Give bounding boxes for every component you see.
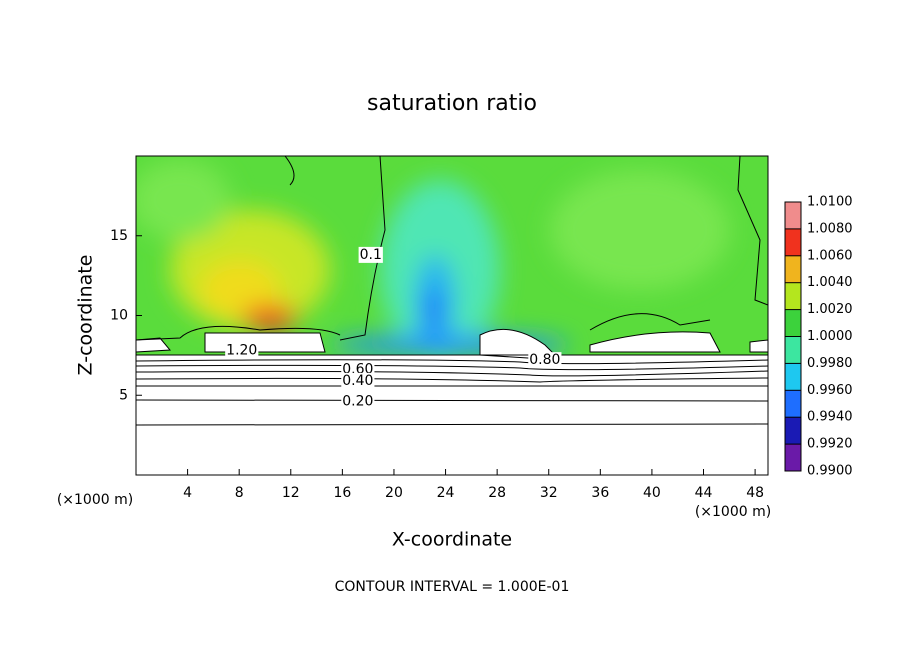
contour-label-bg [225,342,259,359]
colorbar-segment [785,228,801,256]
x-tick-label: 40 [643,485,661,501]
x-tick-label: 32 [540,485,558,501]
colorbar-label: 1.0000 [807,329,853,344]
colorbar-segment [785,282,801,310]
x-tick-label: 44 [695,485,713,501]
contour-label: 1.20 [226,343,257,359]
colorbar-label: 1.0060 [807,248,853,263]
y-tick-label: 5 [119,387,128,403]
contour-label-bg [358,246,383,263]
colorbar-label: 0.9980 [807,356,853,371]
colorbar-segment [785,309,801,337]
y-tick-label: 15 [110,228,128,244]
contour-label: 0.20 [342,394,373,410]
colorbar-label: 0.9960 [807,383,853,398]
footer: CONTOUR INTERVAL = 1.000E-01 [335,579,570,595]
colorbar-label: 1.0020 [807,302,853,317]
colorbar-label: 0.9900 [807,464,853,479]
x-tick-label: 48 [746,485,764,501]
colorbar-segment [785,444,801,471]
contour-label: 0.80 [529,352,560,368]
y-axis-label: Z-coordinate [75,255,97,376]
x-tick-label: 28 [488,485,506,501]
contour-label-bg [341,372,375,389]
x-tick-label: 20 [385,485,403,501]
x-axis-label: X-coordinate [392,529,512,551]
x-tick-label: 8 [235,485,244,501]
field [136,156,768,475]
contour-label-bg [528,352,562,369]
field-blobs [136,160,730,360]
chart-title: saturation ratio [367,91,537,116]
contour-label-bg [341,393,375,410]
x-tick-label: 4 [183,485,192,501]
contour-label: 0.40 [342,373,373,389]
colorbar-label: 0.9940 [807,410,853,425]
colorbar-segment [785,255,801,283]
x-tick-label: 16 [333,485,351,501]
contour-label: 0.1 [360,247,382,263]
colorbar-segment [785,202,801,229]
x-tick-label: 12 [282,485,300,501]
contour-lines [136,156,768,426]
x-tick-label: 36 [591,485,609,501]
colorbar-segment [785,417,801,445]
colorbar-label: 1.0080 [807,221,853,236]
colorbar-segment [785,390,801,418]
colorbar-label: 1.0100 [807,195,853,210]
field-white [136,355,768,475]
y-tick-label: 10 [110,308,128,324]
x-tick-label: 24 [437,485,455,501]
colorbar-segment [785,363,801,391]
colorbar-label: 1.0040 [807,275,853,290]
x-unit-right: (×1000 m) [695,504,771,520]
colorbar-segment [785,336,801,364]
colorbar-label: 0.9920 [807,437,853,452]
x-unit-left: (×1000 m) [57,492,133,508]
